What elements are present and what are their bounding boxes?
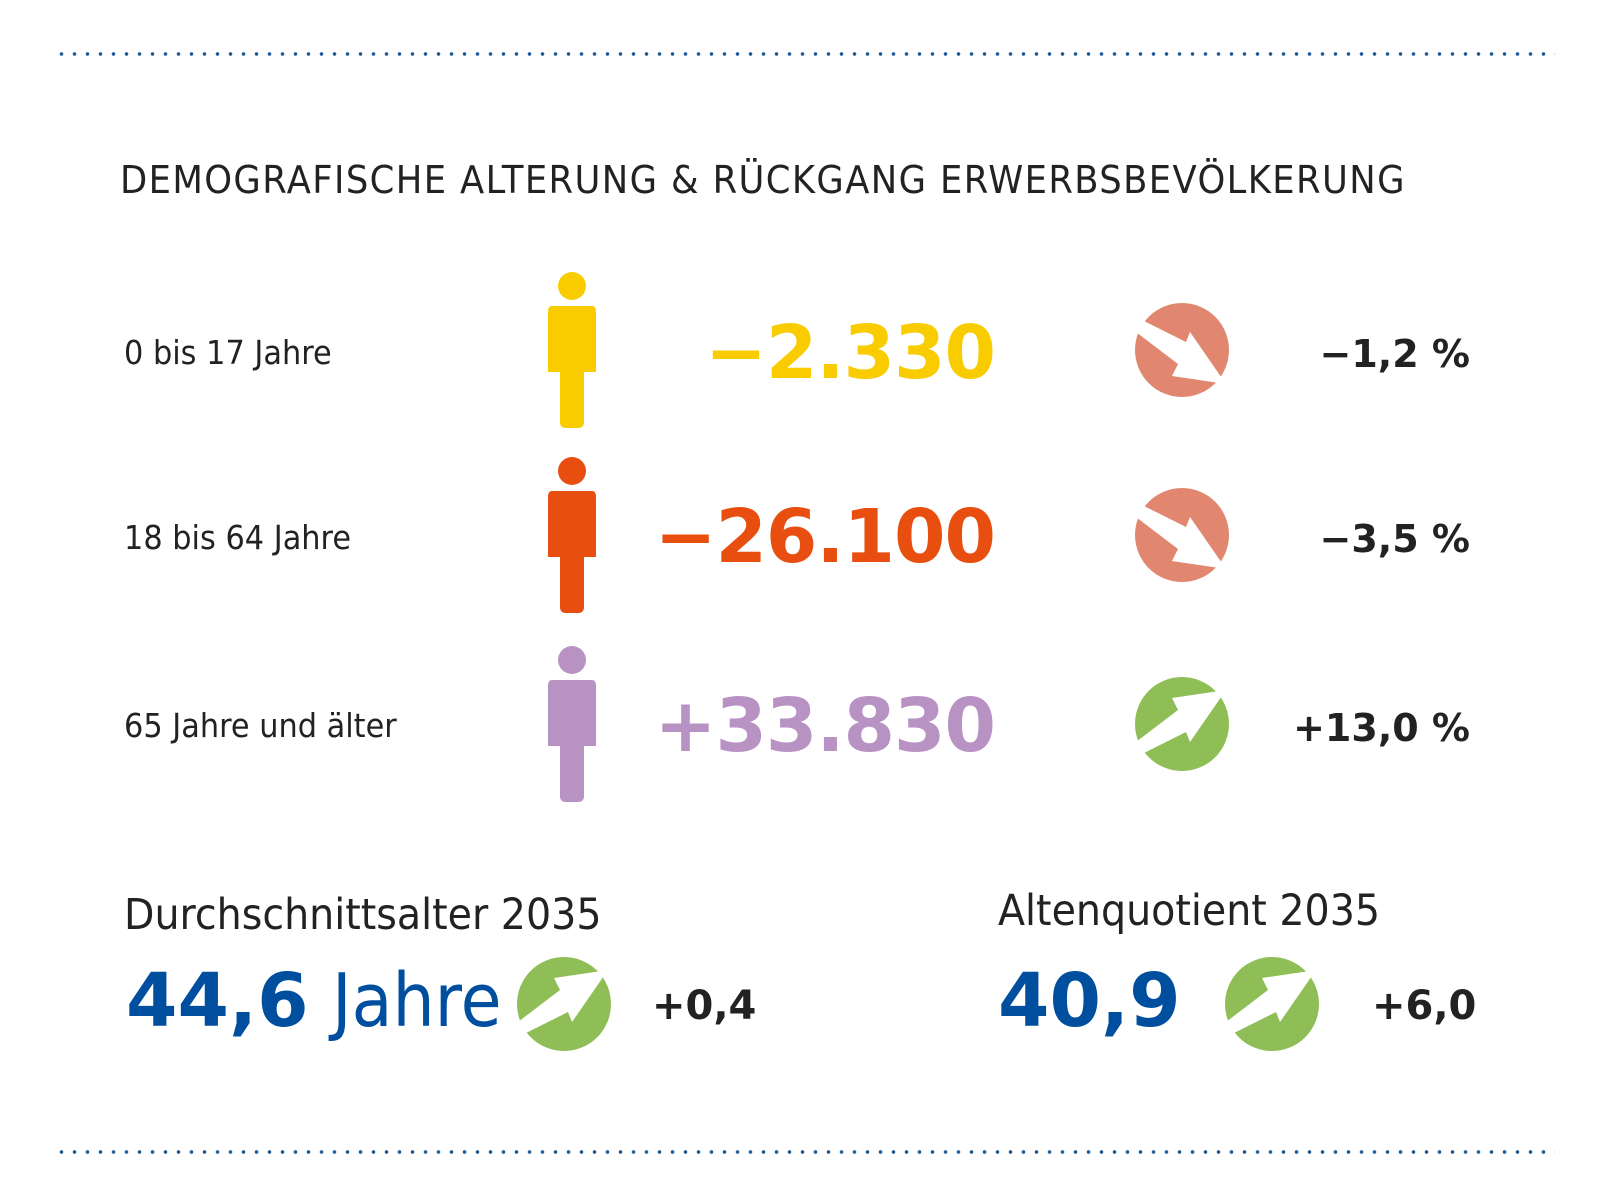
person-icon-orange — [548, 457, 596, 613]
change-value-65-plus: +33.830 — [654, 683, 996, 769]
old-age-ratio-delta: +6,0 — [1372, 983, 1477, 1029]
arrow-up-right-icon — [1225, 957, 1319, 1051]
old-age-ratio-label: Altenquotient 2035 — [998, 886, 1381, 936]
age-label-18-64: 18 bis 64 Jahre — [124, 518, 352, 557]
page-title: DEMOGRAFISCHE ALTERUNG & RÜCKGANG ERWERB… — [120, 158, 1406, 202]
percent-change-18-64: −3,5 % — [1319, 517, 1470, 561]
bottom-dotted-divider — [55, 1150, 1555, 1154]
arrow-up-right-icon — [1135, 677, 1229, 771]
average-age-value: 44,6 Jahre — [126, 958, 521, 1044]
old-age-ratio-number: 40,9 — [998, 958, 1181, 1044]
average-age-delta: +0,4 — [652, 983, 757, 1029]
arrow-down-right-icon — [1135, 488, 1229, 582]
arrow-down-right-icon — [1135, 303, 1229, 397]
average-age-number: 44,6 — [126, 958, 309, 1044]
change-value-18-64: −26.100 — [654, 494, 996, 580]
arrow-up-right-icon — [517, 957, 611, 1051]
percent-change-0-17: −1,2 % — [1319, 332, 1470, 376]
person-icon-purple — [548, 646, 596, 802]
person-icon-yellow — [548, 272, 596, 428]
average-age-label: Durchschnittsalter 2035 — [124, 890, 602, 940]
old-age-ratio-value: 40,9 — [998, 958, 1181, 1044]
age-label-65-plus: 65 Jahre und älter — [124, 706, 397, 745]
age-label-0-17: 0 bis 17 Jahre — [124, 333, 332, 372]
average-age-unit: Jahre — [332, 958, 502, 1044]
percent-change-65-plus: +13,0 % — [1293, 706, 1470, 750]
change-value-0-17: −2.330 — [704, 310, 996, 396]
top-dotted-divider — [55, 52, 1555, 56]
